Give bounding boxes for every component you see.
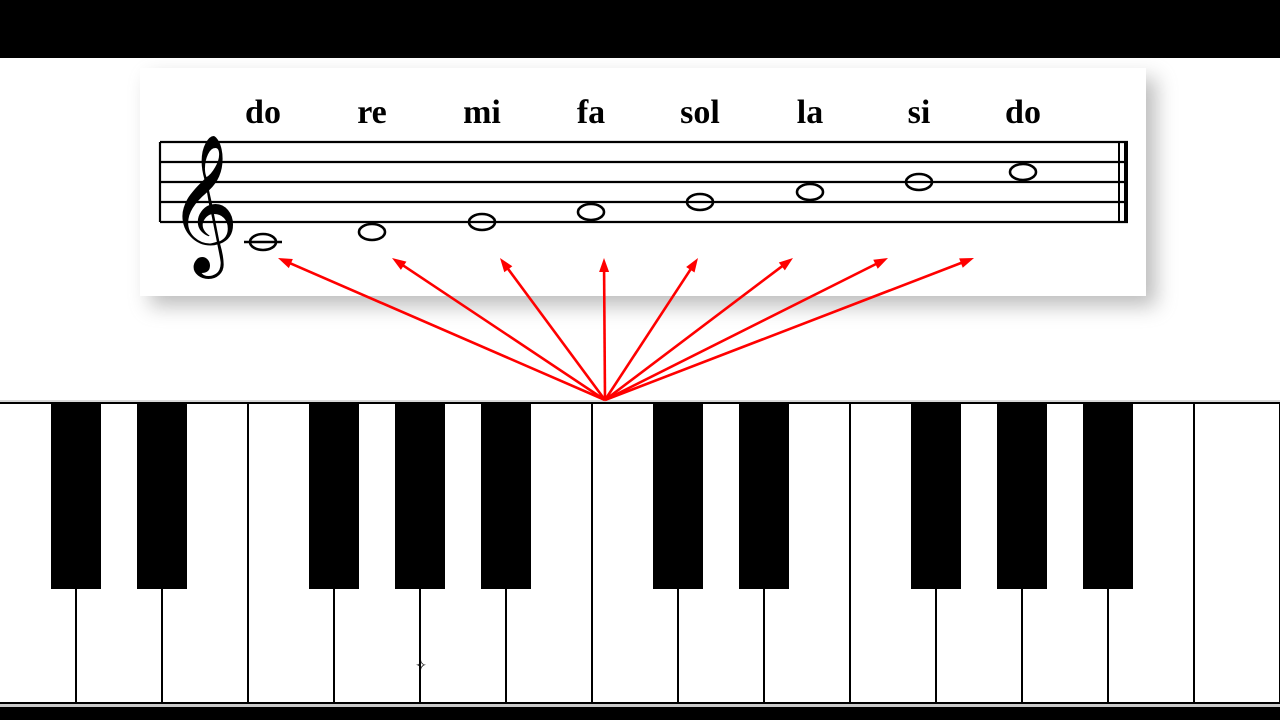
white-key[interactable] bbox=[1194, 403, 1280, 703]
piano-keyboard bbox=[0, 403, 1280, 707]
black-key[interactable] bbox=[395, 403, 445, 589]
note-label: mi bbox=[463, 94, 501, 131]
black-key[interactable] bbox=[51, 403, 101, 589]
black-key[interactable] bbox=[997, 403, 1047, 589]
black-key[interactable] bbox=[1083, 403, 1133, 589]
note-label: do bbox=[245, 94, 281, 131]
barline-thin bbox=[1118, 142, 1120, 222]
note-label: re bbox=[357, 94, 387, 131]
black-key[interactable] bbox=[309, 403, 359, 589]
black-key[interactable] bbox=[653, 403, 703, 589]
arrow-shaft bbox=[604, 266, 605, 400]
barline-thick bbox=[1124, 142, 1128, 222]
black-key[interactable] bbox=[137, 403, 187, 589]
letterbox-top bbox=[0, 0, 1280, 58]
treble-clef-icon: 𝄞 bbox=[168, 136, 239, 279]
note-label: la bbox=[797, 94, 823, 131]
diagram-root: 𝄞doremifasollasido✧ bbox=[0, 0, 1280, 720]
black-key[interactable] bbox=[481, 403, 531, 589]
note-label: do bbox=[1005, 94, 1041, 131]
black-key[interactable] bbox=[911, 403, 961, 589]
note-label: si bbox=[908, 94, 931, 131]
black-key[interactable] bbox=[739, 403, 789, 589]
note-label: fa bbox=[577, 94, 605, 131]
note-label: sol bbox=[680, 94, 720, 131]
cursor-icon: ✧ bbox=[415, 659, 427, 674]
